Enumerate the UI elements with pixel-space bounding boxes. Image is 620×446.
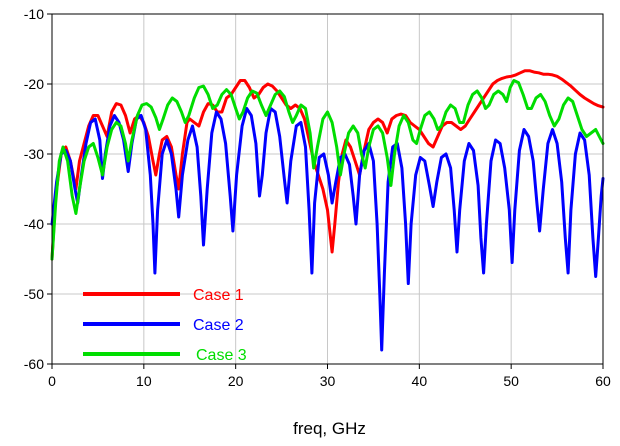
x-tick-label: 30 [320,373,336,389]
y-tick-label: -10 [24,6,44,22]
y-tick-label: -20 [24,76,44,92]
series-line-case-3 [50,79,605,261]
legend-label-case-2: Case 2 [193,317,244,334]
legend-label-case-3: Case 3 [196,347,247,364]
x-tick-label: 10 [136,373,152,389]
y-tick-label: -40 [24,216,44,232]
x-tick-labels: 0 10 20 30 40 50 60 [48,373,611,389]
x-tick-label: 50 [503,373,519,389]
x-tick-label: 20 [228,373,244,389]
x-tick-label: 40 [412,373,428,389]
series-line-case-2 [50,107,605,352]
x-axis-title: freq, GHz [293,419,366,438]
y-tick-labels: -10 -20 -30 -40 -50 -60 [24,6,44,372]
legend: Case 1 Case 2 Case 3 [83,287,247,364]
legend-label-case-1: Case 1 [193,287,244,304]
grid [47,13,604,369]
y-tick-label: -60 [24,356,44,372]
x-tick-label: 60 [595,373,611,389]
y-tick-label: -30 [24,146,44,162]
series-lines [50,69,605,352]
plot-frame [51,13,604,365]
x-tick-label: 0 [48,373,56,389]
y-tick-label: -50 [24,286,44,302]
